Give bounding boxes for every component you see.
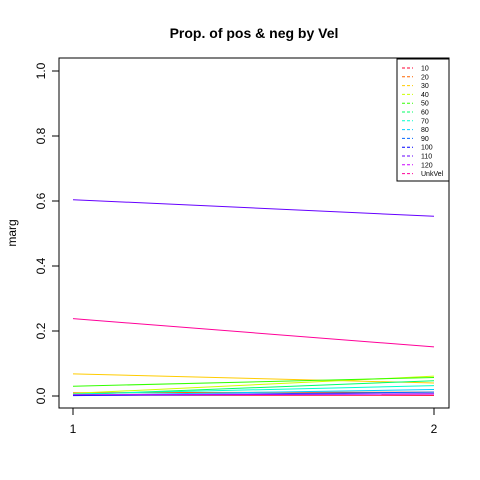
y-tick-label: 0.2 bbox=[34, 322, 48, 339]
legend-box bbox=[396, 58, 450, 182]
y-tick-label: 0.0 bbox=[34, 387, 48, 404]
legend-label-100: 100 bbox=[421, 145, 433, 152]
legend-label-30: 30 bbox=[421, 83, 429, 90]
series-line-110 bbox=[72, 199, 435, 217]
plot-area-frame bbox=[58, 57, 450, 409]
series-line-UnkVel bbox=[72, 318, 435, 348]
series-line-70 bbox=[72, 385, 435, 395]
series-line-50 bbox=[72, 376, 435, 387]
y-tick-label: 0.4 bbox=[34, 257, 48, 274]
y-tick-label: 0.8 bbox=[34, 127, 48, 144]
x-tick-label: 1 bbox=[70, 422, 77, 436]
chart-title: Prop. of pos & neg by Vel bbox=[170, 25, 339, 41]
y-axis: 0.0 0.2 0.4 0.6 0.8 1.0 bbox=[34, 62, 60, 404]
legend-label-10: 10 bbox=[421, 66, 429, 73]
legend-label-90: 90 bbox=[421, 136, 429, 143]
legend-label-60: 60 bbox=[421, 110, 429, 117]
series-line-30 bbox=[72, 373, 435, 384]
series-lines bbox=[72, 199, 435, 397]
y-axis-label: marg bbox=[5, 219, 19, 246]
x-tick-label: 2 bbox=[431, 422, 438, 436]
legend-label-70: 70 bbox=[421, 118, 429, 125]
y-tick-label: 1.0 bbox=[34, 62, 48, 79]
legend-label-80: 80 bbox=[421, 127, 429, 134]
legend-label-UnkVel: UnkVel bbox=[421, 171, 444, 178]
series-line-120 bbox=[72, 393, 435, 396]
legend-label-120: 120 bbox=[421, 162, 433, 169]
legend-label-20: 20 bbox=[421, 74, 429, 81]
y-tick-label: 0.6 bbox=[34, 192, 48, 209]
legend-label-110: 110 bbox=[421, 154, 432, 161]
legend-label-50: 50 bbox=[421, 101, 429, 108]
legend-label-40: 40 bbox=[421, 92, 429, 99]
